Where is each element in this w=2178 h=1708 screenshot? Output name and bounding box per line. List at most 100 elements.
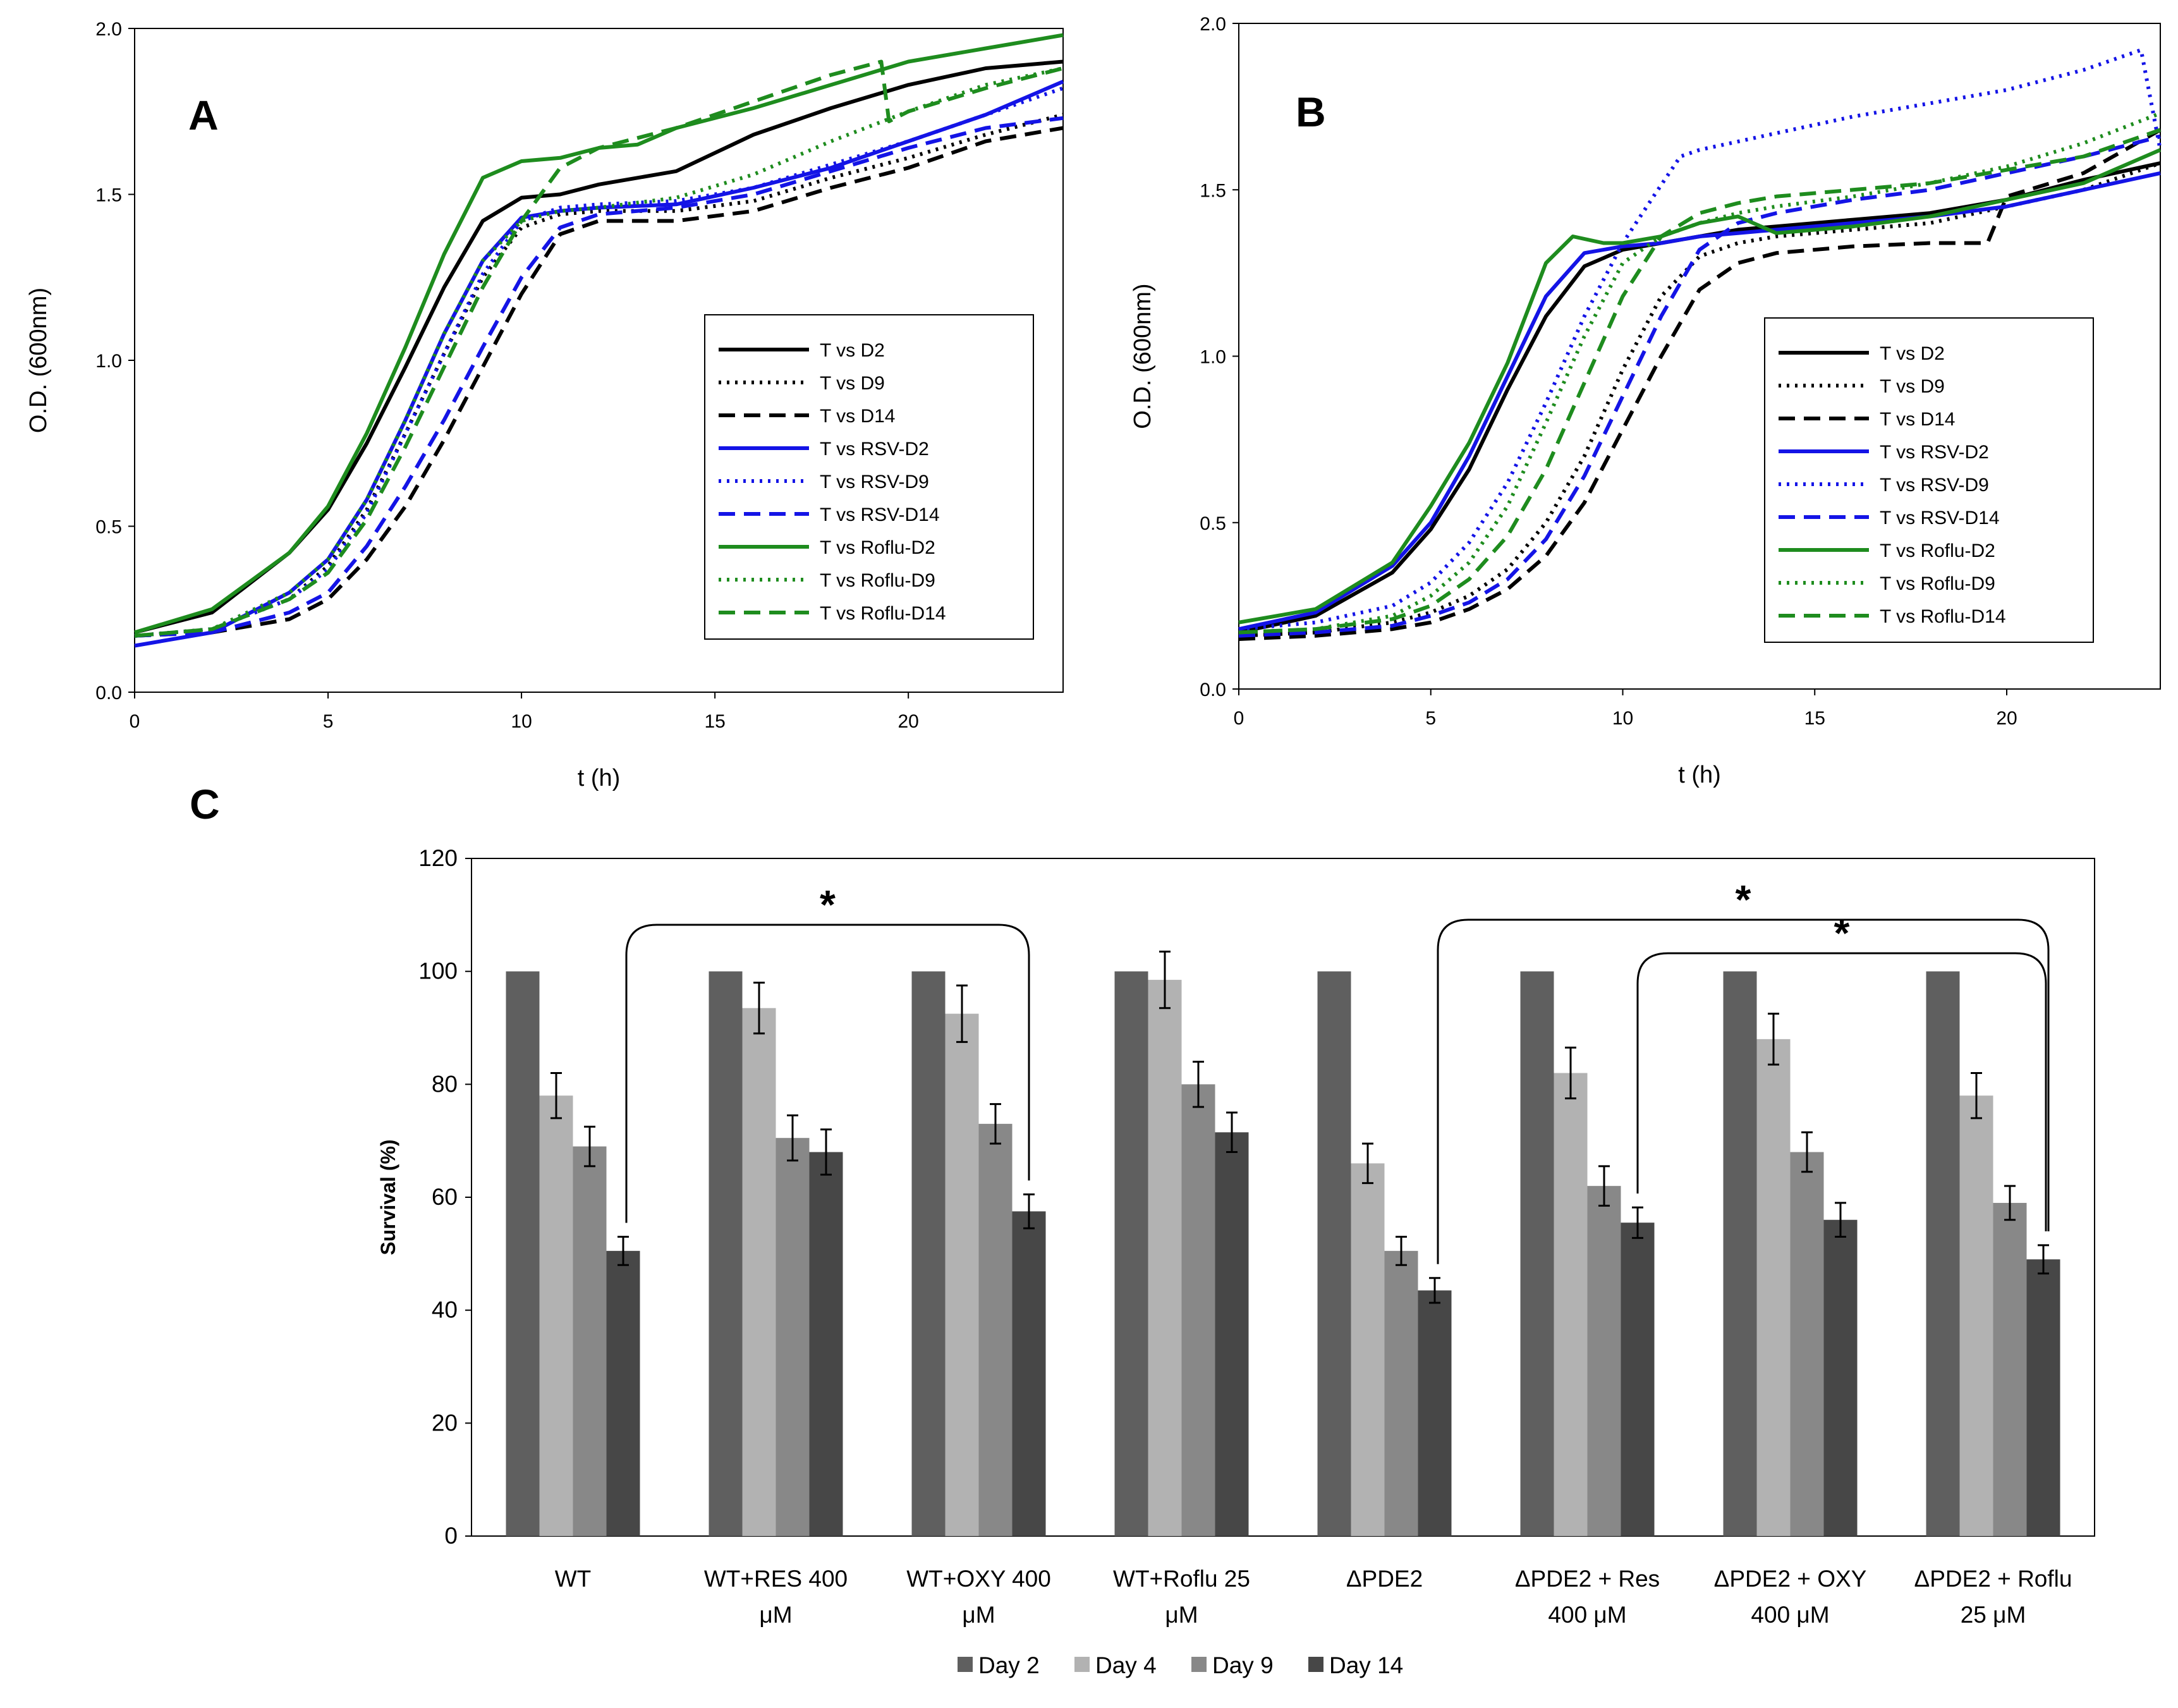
panel-c-bar [1012, 1211, 1046, 1536]
panel-a-legend-label: T vs D14 [820, 406, 896, 427]
panel-b-legend-label: T vs D9 [1880, 376, 1945, 397]
panel-c-error-bar [820, 1128, 832, 1176]
panel-b-y-tick-label: 1.0 [1200, 347, 1226, 368]
panel-c-bar [1790, 1152, 1824, 1536]
panel-a-legend-label: T vs RSV-D9 [820, 472, 929, 492]
panel-c-error-bar [1632, 1206, 1643, 1239]
panel-c-legend-swatch [1074, 1657, 1090, 1672]
panel-a-y-tick-label: 1.5 [95, 185, 122, 206]
panel-c-bar [1723, 971, 1757, 1536]
panel-c-significance-star: * [1736, 877, 1751, 922]
panel-c-error-bar [1193, 1061, 1204, 1108]
panel-b-y-tick-label: 1.5 [1200, 180, 1226, 201]
panel-a-legend-label: T vs D9 [820, 373, 885, 394]
panel-b-y-axis-title: O.D. (600nm) [1129, 283, 1156, 429]
panel-a-x-tick-label: 0 [130, 711, 140, 732]
panel-c-y-tick-label: 80 [432, 1071, 458, 1097]
panel-c-error-bar [584, 1125, 595, 1168]
panel-a-x-tick-label: 15 [704, 711, 725, 732]
panel-c-error-bar [1768, 1013, 1779, 1066]
panel-c-y-tick-label: 100 [418, 958, 458, 984]
panel-c-legend-swatch [1191, 1657, 1207, 1672]
panel-c-error-bar [1835, 1202, 1846, 1238]
panel-c-bar [2026, 1259, 2060, 1536]
panel-c-category-label: WT+RES 400 [704, 1566, 848, 1592]
panel-c-bar [945, 1013, 979, 1536]
panel-c-error-bar [1159, 950, 1171, 1010]
panel-c-category-label: μM [962, 1602, 995, 1628]
panel-c-significance-star: * [820, 882, 836, 927]
panel-b-series-line [1238, 135, 2161, 638]
panel-c-bar [1993, 1202, 2027, 1536]
panel-a-x-axis-title: t (h) [578, 765, 621, 791]
panel-c-y-tick-label: 40 [432, 1297, 458, 1323]
panel-b-series-line [1238, 148, 2162, 625]
panel-b-legend-label: T vs Roflu-D9 [1880, 573, 1995, 594]
panel-a-legend-label: T vs Roflu-D9 [820, 570, 935, 591]
panel-c-error-bar [1565, 1046, 1576, 1100]
panel-b-x-tick-label: 5 [1425, 708, 1436, 729]
panel-a-y-tick-label: 1.0 [95, 351, 122, 372]
panel-a-series-line [134, 116, 1064, 638]
panel-a-y-tick-label: 0.0 [95, 683, 122, 704]
panel-c-significance-bracket [625, 924, 1030, 1223]
panel-c-error-bar [956, 984, 968, 1043]
panel-a-y-axis-title: O.D. (600nm) [25, 288, 52, 433]
panel-a-series-line [134, 59, 1064, 638]
panel-c-bar [776, 1138, 810, 1536]
panel-c-y-tick-label: 0 [444, 1523, 458, 1549]
panel-c-bar [1959, 1095, 1993, 1536]
panel-c-error-bar [2038, 1244, 2049, 1275]
panel-label-c: C [190, 781, 220, 827]
panel-c-bar [1520, 971, 1554, 1536]
panel-c-bar-chart: 0 20 40 60 80 100 120 Survival (%) WT WT+RES 400 μ… [377, 845, 2095, 1678]
panel-a-x-tick-label: 10 [511, 711, 532, 732]
panel-c-bar [1215, 1132, 1249, 1536]
panel-c-category-label: 400 μM [1751, 1602, 1829, 1628]
panel-a-x-tick-label: 5 [323, 711, 334, 732]
panel-c-bar [1621, 1223, 1655, 1536]
panel-c-error-bar [551, 1071, 562, 1119]
panel-c-bar [1148, 980, 1182, 1536]
panel-c-category-label: 25 μM [1961, 1602, 2026, 1628]
panel-c-category-label: ΔPDE2 [1346, 1566, 1423, 1592]
panel-c-error-bar [1598, 1165, 1610, 1207]
panel-c-y-axis-title: Survival (%) [377, 1139, 399, 1255]
panel-c-bar [573, 1146, 607, 1536]
panel-c-legend-label: Day 14 [1329, 1652, 1403, 1678]
panel-b-y-tick-label: 0.5 [1200, 513, 1226, 534]
panel-c-bar [1926, 971, 1960, 1536]
panel-b-legend-label: T vs Roflu-D14 [1880, 606, 2006, 627]
panel-a-y-tick-label: 2.0 [95, 19, 122, 40]
panel-b-legend-label: T vs D14 [1880, 409, 1956, 430]
panel-a-series-line [134, 80, 1064, 648]
panel-c-category-label: ΔPDE2 + OXY [1714, 1566, 1867, 1592]
panel-c-bar [1587, 1186, 1621, 1536]
panel-c-error-bar [1801, 1131, 1813, 1173]
panel-c-legend-swatch [1308, 1657, 1323, 1672]
panel-b-x-tick-label: 10 [1612, 708, 1633, 729]
panel-c-bar [1554, 1073, 1588, 1536]
panel-b-x-axis-title: t (h) [1678, 762, 1721, 788]
panel-a-x-tick-label: 20 [897, 711, 918, 732]
panel-c-y-tick-label: 20 [432, 1410, 458, 1436]
panel-c-error-bar [1396, 1236, 1407, 1266]
panel-c-bar [1384, 1250, 1418, 1536]
panel-c-category-label: ΔPDE2 + Roflu [1914, 1566, 2072, 1592]
panel-a-y-tick-label: 0.5 [95, 517, 122, 538]
panel-c-error-bar [753, 982, 765, 1035]
panel-c-bar [1823, 1219, 1858, 1536]
panel-c-bar [1181, 1084, 1215, 1536]
panel-c-category-label: WT [555, 1566, 592, 1592]
panel-c-error-bar [1226, 1111, 1238, 1154]
panel-a-legend-box [704, 314, 1034, 640]
panel-b-x-tick-label: 0 [1234, 708, 1244, 729]
panel-c-bar [1351, 1163, 1385, 1536]
panel-c-category-label: WT+OXY 400 [906, 1566, 1051, 1592]
panel-c-category-label: ΔPDE2 + Res [1515, 1566, 1660, 1592]
panel-c-y-tick-label: 120 [418, 845, 458, 871]
panel-c-bar [1418, 1290, 1452, 1536]
panel-c-bar [809, 1152, 843, 1536]
panel-b-legend-box [1764, 317, 2094, 643]
panel-a-series-line [134, 126, 1064, 638]
